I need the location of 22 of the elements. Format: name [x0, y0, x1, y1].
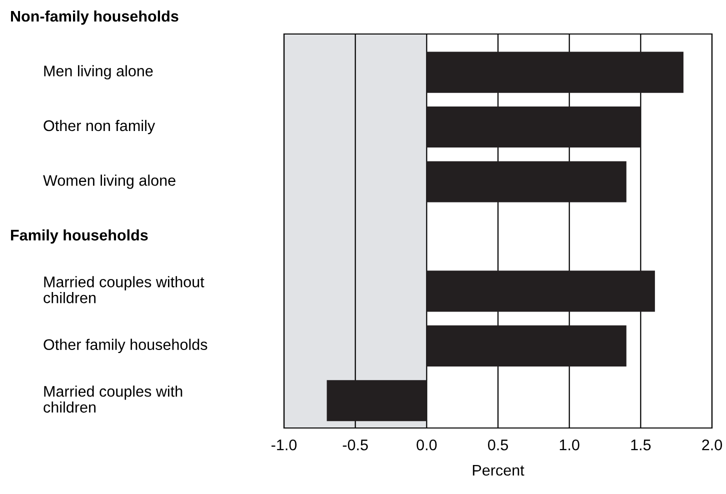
y-tick-label: Married couples without children [44, 276, 204, 304]
bar [426, 325, 626, 366]
y-tick-label: Men living alone [44, 65, 153, 80]
bar [426, 161, 626, 202]
y-tick-label: Married couples with children [44, 386, 182, 413]
x-tick-label: -0.5 [342, 440, 368, 450]
text: Non-family households [11, 10, 178, 25]
x-axis-title: Percent [472, 465, 524, 476]
bar [426, 52, 684, 93]
x-tick-label: 1.0 [560, 440, 580, 450]
y-tick-label: Other non family [44, 120, 156, 134]
x-tick-label: 0.5 [488, 440, 508, 450]
x-tick-label: -1.0 [272, 440, 297, 450]
y-tick-label: Women living alone [43, 174, 176, 189]
bar [426, 106, 641, 148]
bar [326, 380, 427, 422]
text: Family households [11, 229, 148, 244]
bar [426, 270, 655, 312]
x-tick-label: 1.5 [631, 440, 651, 450]
x-tick-label: 0.0 [416, 440, 437, 450]
x-tick-label: 2.0 [702, 440, 722, 450]
y-tick-label: Other family households [44, 338, 208, 354]
